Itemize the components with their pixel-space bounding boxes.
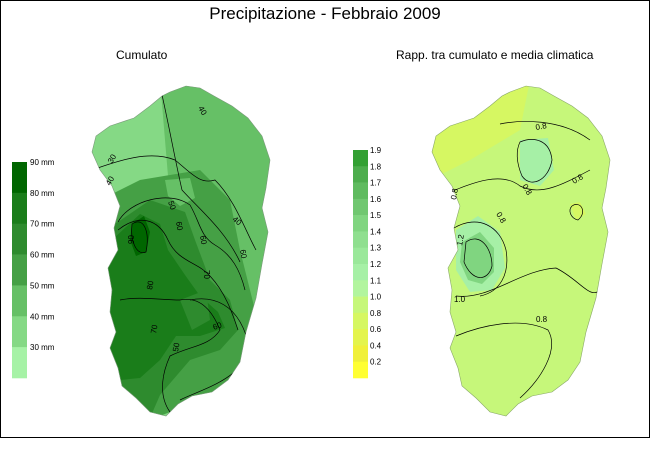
legend-ratio-swatch — [353, 361, 368, 379]
map-left-contour-label: 80 — [145, 279, 156, 290]
map-right-contour-label: 0.8 — [536, 315, 548, 324]
legend-cumulato: 90 mm 80 mm 70 mm 60 mm 50 mm 40 mm 30 mm — [12, 158, 55, 379]
map-right-coastline — [431, 85, 611, 417]
legend-ratio-swatch — [353, 312, 368, 330]
map-right-contour-label: 0.8 — [535, 121, 548, 132]
map-right-contour-label: 1.2 — [455, 233, 466, 246]
map-left-subtitle: Cumulato — [116, 48, 168, 62]
legend-cumulato-swatch — [12, 347, 27, 379]
map-left-isolines — [92, 86, 257, 413]
legend-ratio-label: 1.5 — [370, 211, 382, 220]
legend-ratio-swatch — [353, 198, 368, 216]
legend-cumulato-swatch — [12, 162, 27, 194]
legend-ratio-label: 1.6 — [370, 195, 382, 204]
legend-cumulato-label: 70 mm — [30, 220, 55, 229]
legend-ratio-swatch — [353, 215, 368, 232]
legend-ratio-swatch — [353, 247, 368, 265]
legend-ratio-label: 1.4 — [370, 227, 382, 236]
legend-ratio-swatch — [353, 264, 368, 281]
legend-ratio-label: 1.7 — [370, 179, 382, 188]
map-left-island-50 — [165, 178, 195, 206]
legend-ratio: 1.9 1.8 1.7 1.6 1.5 1.4 1.3 1.2 1.1 1.0 0.8 0.6 0.4 0… — [353, 146, 382, 379]
legend-ratio-label: 0.8 — [370, 309, 382, 318]
legend-cumulato-swatch — [12, 223, 27, 255]
legend-ratio-label: 1.8 — [370, 162, 382, 171]
legend-cumulato-label: 50 mm — [30, 281, 55, 290]
map-right-contour-label: 1.0 — [454, 295, 466, 304]
map-left-coastline — [91, 85, 271, 417]
map-left-contour-label: 90 — [127, 235, 136, 244]
legend-ratio-swatch — [353, 231, 368, 249]
map-left-contour-label: 60 — [198, 235, 209, 246]
legend-ratio-label: 1.0 — [370, 293, 382, 302]
map-left-contour-label: 60 — [174, 221, 185, 232]
legend-ratio-label: 0.4 — [370, 341, 382, 350]
map-left-pocket-70 — [180, 290, 210, 330]
legend-cumulato-label: 90 mm — [30, 158, 55, 167]
map-right-patch-1.0 — [520, 138, 554, 186]
map-left-contour-label: 70 — [202, 270, 211, 279]
legend-ratio-swatch — [353, 280, 368, 297]
figure-title: Precipitazione - Febbraio 2009 — [209, 4, 441, 23]
map-right-subtitle: Rapp. tra cumulato e media climatica — [396, 48, 594, 62]
legend-ratio-swatch — [353, 329, 368, 346]
map-left-contour-label: 70 — [149, 323, 160, 334]
legend-ratio-swatch — [353, 150, 368, 167]
legend-ratio-swatch — [353, 182, 368, 200]
legend-ratio-label: 1.1 — [370, 276, 382, 285]
map-left-band-80 — [100, 214, 225, 380]
legend-cumulato-label: 80 mm — [30, 189, 55, 198]
legend-ratio-label: 1.9 — [370, 146, 382, 155]
legend-ratio-label: 0.2 — [370, 358, 382, 367]
legend-cumulato-swatch — [12, 254, 27, 286]
legend-ratio-swatch — [353, 345, 368, 363]
legend-cumulato-label: 40 mm — [30, 312, 55, 321]
legend-cumulato-swatch — [12, 285, 27, 317]
map-right-contour-label: 0.8 — [449, 187, 460, 200]
legend-cumulato-label: 60 mm — [30, 251, 55, 260]
map-left-contour-label: 50 — [171, 341, 182, 352]
map-right-contour-labels: 0.80.80.80.80.81.21.00.8 — [449, 121, 585, 324]
legend-ratio-label: 0.6 — [370, 325, 382, 334]
legend-ratio-swatch — [353, 296, 368, 314]
map-left-contour-label: 60 — [212, 320, 224, 332]
legend-ratio-label: 1.2 — [370, 260, 382, 269]
legend-ratio-label: 1.3 — [370, 244, 382, 253]
legend-ratio-swatch — [353, 166, 368, 183]
legend-cumulato-swatch — [12, 316, 27, 348]
map-ratio: 0.80.80.80.80.81.21.00.8 — [431, 85, 611, 417]
legend-cumulato-swatch — [12, 192, 27, 225]
legend-cumulato-label: 30 mm — [30, 343, 55, 352]
map-left-contour-label: 60 — [238, 249, 249, 260]
map-left-contour-label: 50 — [166, 200, 178, 212]
